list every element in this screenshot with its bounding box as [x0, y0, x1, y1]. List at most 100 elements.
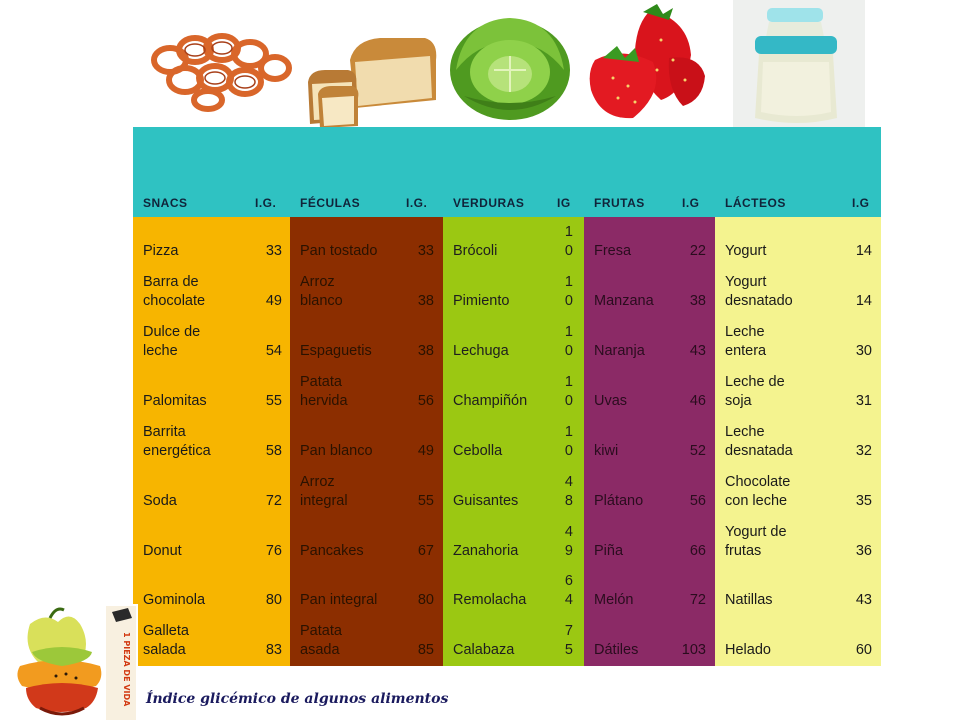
feculas-ig-value: 56	[417, 393, 434, 409]
snacs-ig-value: 33	[265, 243, 282, 259]
bread-icon	[308, 38, 437, 128]
lettuce-icon	[450, 18, 570, 120]
feculas-ig-value: 38	[417, 343, 434, 359]
feculas-food-name: Arroz blanco	[300, 274, 343, 309]
frutas-ig-value: 52	[689, 443, 706, 459]
header-verduras-ig: IG	[557, 196, 571, 210]
column-lacteos	[715, 217, 881, 666]
header-frutas-ig: I.G	[682, 196, 700, 210]
verduras-food-name: Zanahoria	[453, 543, 519, 559]
lacteos-food-name: Leche de soja	[725, 374, 785, 409]
lacteos-ig-value: 14	[855, 243, 872, 259]
feculas-ig-value: 85	[417, 642, 434, 658]
verduras-ig-value: 1 0	[564, 224, 573, 259]
snacs-ig-value: 83	[265, 642, 282, 658]
lacteos-ig-value: 36	[855, 543, 872, 559]
frutas-food-name: Dátiles	[594, 642, 639, 658]
yogurt-icon	[733, 0, 865, 136]
feculas-ig-value: 55	[417, 493, 434, 509]
snacs-food-name: Soda	[143, 493, 177, 509]
snacs-ig-value: 72	[265, 493, 282, 509]
snacs-ig-value: 55	[265, 393, 282, 409]
lacteos-ig-value: 32	[855, 443, 872, 459]
snacs-ig-value: 76	[265, 543, 282, 559]
verduras-ig-value: 1 0	[564, 274, 573, 309]
verduras-food-name: Champiñón	[453, 393, 528, 409]
feculas-food-name: Pancakes	[300, 543, 364, 559]
column-feculas	[290, 217, 443, 666]
frutas-ig-value: 72	[689, 592, 706, 608]
svg-text:1 PIEZA DE VIDA: 1 PIEZA DE VIDA	[122, 632, 131, 707]
verduras-ig-value: 1 0	[564, 374, 573, 409]
strawberries-icon	[589, 4, 705, 119]
verduras-food-name: Calabaza	[453, 642, 515, 658]
feculas-food-name: Espaguetis	[300, 343, 372, 359]
snacs-ig-value: 54	[265, 343, 282, 359]
snacs-food-name: Barrita energética	[143, 424, 211, 459]
table-header-band	[133, 127, 881, 217]
verduras-food-name: Pimiento	[453, 293, 510, 309]
lacteos-ig-value: 14	[855, 293, 872, 309]
frutas-ig-value: 22	[689, 243, 706, 259]
header-frutas: FRUTAS	[594, 196, 645, 210]
header-feculas-ig: I.G.	[406, 196, 428, 210]
verduras-food-name: Guisantes	[453, 493, 519, 509]
lacteos-food-name: Chocolate con leche	[725, 474, 791, 509]
lacteos-ig-value: 35	[855, 493, 872, 509]
snacs-ig-value: 58	[265, 443, 282, 459]
verduras-ig-value: 4 8	[564, 474, 573, 509]
lacteos-ig-value: 30	[855, 343, 872, 359]
verduras-food-name: Remolacha	[453, 592, 527, 608]
snacs-ig-value: 49	[265, 293, 282, 309]
lacteos-food-name: Leche entera	[725, 324, 767, 359]
lacteos-food-name: Yogurt	[725, 243, 767, 259]
verduras-ig-value: 1 0	[564, 324, 573, 359]
verduras-ig-value: 1 0	[564, 424, 573, 459]
header-verduras: VERDURAS	[453, 196, 525, 210]
frutas-food-name: kiwi	[594, 443, 619, 459]
frutas-food-name: Uvas	[594, 393, 628, 409]
lacteos-ig-value: 31	[855, 393, 872, 409]
snacs-food-name: Dulce de leche	[143, 324, 201, 359]
pretzels-icon	[151, 33, 292, 112]
frutas-food-name: Fresa	[594, 243, 632, 259]
column-frutas	[584, 217, 715, 666]
header-feculas: FÉCULAS	[300, 196, 361, 210]
header-lacteos-ig: I.G	[852, 196, 870, 210]
frutas-ig-value: 46	[689, 393, 706, 409]
lacteos-ig-value: 43	[855, 592, 872, 608]
frutas-ig-value: 66	[689, 543, 706, 559]
feculas-food-name: Patata hervida	[300, 374, 348, 409]
verduras-food-name: Lechuga	[453, 343, 509, 359]
feculas-ig-value: 67	[417, 543, 434, 559]
frutas-food-name: Melón	[594, 592, 634, 608]
feculas-food-name: Pan tostado	[300, 243, 378, 259]
snacs-food-name: Palomitas	[143, 393, 207, 409]
feculas-ig-value: 38	[417, 293, 434, 309]
frutas-food-name: Naranja	[594, 343, 645, 359]
frutas-ig-value: 43	[689, 343, 706, 359]
frutas-food-name: Plátano	[594, 493, 644, 509]
frutas-ig-value: 56	[689, 493, 706, 509]
feculas-food-name: Pan integral	[300, 592, 378, 608]
lacteos-food-name: Helado	[725, 642, 771, 658]
snacs-food-name: Galleta salada	[143, 623, 189, 658]
fruit-logo-icon: 1 PIEZA DE VIDA	[0, 604, 138, 720]
feculas-ig-value: 80	[417, 592, 434, 608]
caption: Índice glicémico de algunos alimentos	[146, 691, 449, 707]
verduras-food-name: Brócoli	[453, 243, 498, 259]
lacteos-food-name: Natillas	[725, 592, 773, 608]
verduras-ig-value: 6 4	[564, 573, 573, 608]
lacteos-food-name: Leche desnatada	[725, 424, 793, 459]
feculas-ig-value: 33	[417, 243, 434, 259]
snacs-food-name: Donut	[143, 543, 182, 559]
lacteos-ig-value: 60	[855, 642, 872, 658]
frutas-food-name: Manzana	[594, 293, 654, 309]
column-verduras	[443, 217, 584, 666]
snacs-food-name: Gominola	[143, 592, 206, 608]
feculas-food-name: Pan blanco	[300, 443, 373, 459]
frutas-ig-value: 103	[681, 642, 706, 658]
feculas-ig-value: 49	[417, 443, 434, 459]
verduras-ig-value: 4 9	[564, 524, 573, 559]
lacteos-food-name: Yogurt desnatado	[725, 274, 793, 309]
